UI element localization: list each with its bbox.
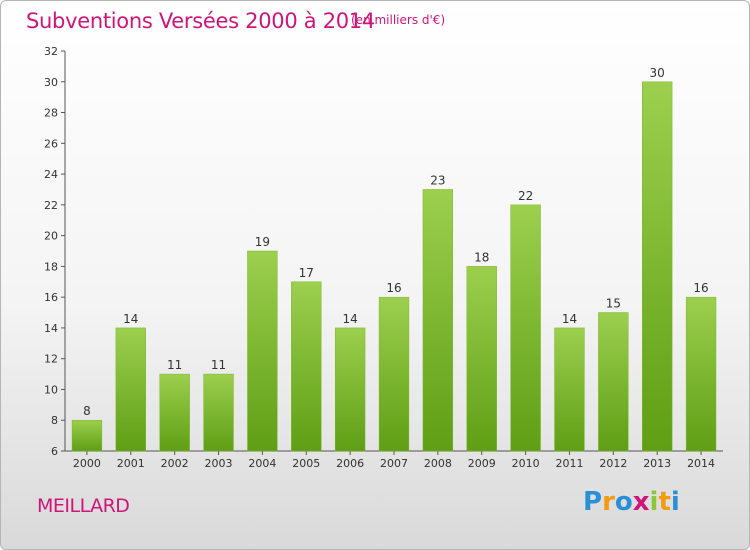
x-tick-label: 2008: [424, 457, 452, 470]
y-tick-label: 10: [44, 383, 58, 396]
y-tick-label: 14: [44, 322, 58, 335]
bar-value-label: 11: [211, 358, 226, 372]
x-tick-label: 2005: [292, 457, 320, 470]
bar-value-label: 14: [123, 312, 138, 326]
logo-letter: x: [632, 487, 650, 517]
bar[interactable]: [115, 327, 146, 452]
bar-value-label: 18: [474, 250, 489, 264]
bar-value-label: 16: [693, 281, 708, 295]
logo-letter: t: [658, 487, 671, 517]
bar-value-label: 8: [83, 404, 91, 418]
y-tick-label: 32: [44, 45, 58, 58]
bar-value-label: 14: [342, 312, 357, 326]
x-tick-label: 2006: [336, 457, 364, 470]
logo-letter: i: [670, 487, 680, 517]
bar-value-label: 19: [255, 235, 270, 249]
y-tick-label: 22: [44, 199, 58, 212]
y-tick-label: 30: [44, 76, 58, 89]
x-tick-label: 2013: [643, 457, 671, 470]
bar[interactable]: [247, 250, 278, 452]
logo-letter: r: [602, 487, 615, 517]
x-tick-label: 2010: [512, 457, 540, 470]
y-tick-label: 16: [44, 291, 58, 304]
bar-value-label: 23: [430, 173, 445, 187]
bar-value-label: 30: [650, 66, 665, 80]
bar-value-label: 15: [606, 297, 621, 311]
bar-value-label: 11: [167, 358, 182, 372]
x-tick-label: 2001: [117, 457, 145, 470]
x-tick-label: 2002: [161, 457, 189, 470]
y-tick-label: 26: [44, 137, 58, 150]
bar[interactable]: [291, 281, 322, 452]
y-tick-label: 20: [44, 230, 58, 243]
x-tick-label: 2011: [555, 457, 583, 470]
bar[interactable]: [554, 327, 585, 452]
logo-letter: o: [614, 487, 633, 517]
bar[interactable]: [71, 419, 103, 452]
bar-value-label: 22: [518, 189, 533, 203]
bar[interactable]: [422, 189, 454, 452]
chart-title: Subventions Versées 2000 à 2014: [26, 9, 375, 33]
y-tick-label: 24: [44, 168, 58, 181]
place-name: MEILLARD: [37, 495, 130, 517]
bar[interactable]: [642, 81, 673, 452]
x-tick-label: 2012: [599, 457, 627, 470]
bar[interactable]: [466, 266, 497, 452]
x-tick-label: 2000: [73, 457, 101, 470]
bar[interactable]: [598, 312, 629, 452]
chart-subtitle: (en milliers d'€): [351, 13, 446, 27]
bar[interactable]: [334, 327, 366, 452]
bar[interactable]: [378, 296, 410, 452]
x-tick-label: 2009: [468, 457, 496, 470]
y-tick-label: 18: [44, 260, 58, 273]
x-tick-label: 2003: [205, 457, 233, 470]
bar[interactable]: [510, 204, 541, 452]
y-tick-label: 12: [44, 353, 58, 366]
x-tick-label: 2004: [248, 457, 276, 470]
bar[interactable]: [203, 373, 234, 452]
x-tick-label: 2007: [380, 457, 408, 470]
y-tick-label: 28: [44, 107, 58, 120]
y-tick-label: 8: [51, 414, 58, 427]
x-tick-label: 2014: [687, 457, 715, 470]
bar[interactable]: [685, 296, 717, 452]
y-tick-label: 6: [51, 445, 58, 458]
logo-letter: i: [649, 487, 659, 517]
bar-value-label: 14: [562, 312, 577, 326]
bar-value-label: 16: [386, 281, 401, 295]
bar[interactable]: [159, 373, 190, 452]
proxiti-logo[interactable]: Proxiti: [583, 487, 680, 517]
logo-letter: P: [583, 487, 603, 517]
bar-value-label: 17: [299, 266, 314, 280]
